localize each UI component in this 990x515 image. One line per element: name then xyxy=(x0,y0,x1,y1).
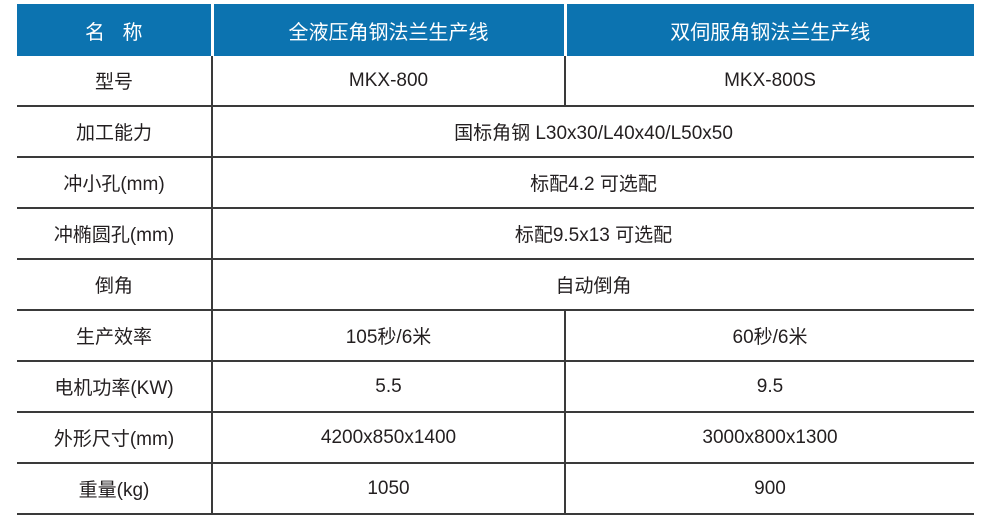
row-label: 生产效率 xyxy=(17,309,213,362)
row-label: 电机功率(KW) xyxy=(17,360,213,413)
row-value-product-a: 1050 xyxy=(212,462,566,515)
specification-table: 名 称 全液压角钢法兰生产线 双伺服角钢法兰生产线 型号 MKX-800 MKX-8… xyxy=(17,4,974,515)
row-value-merged: 标配9.5x13 可选配 xyxy=(212,207,974,260)
header-cell-name: 名 称 xyxy=(17,4,212,56)
row-value-product-a: 4200x850x1400 xyxy=(212,411,566,464)
row-label: 型号 xyxy=(17,56,213,107)
row-value-merged: 自动倒角 xyxy=(212,258,974,311)
row-label: 重量(kg) xyxy=(17,462,213,515)
row-value-product-b: 9.5 xyxy=(565,360,974,413)
row-value-product-b: 900 xyxy=(565,462,974,515)
table-row: 重量(kg) 1050 900 xyxy=(17,462,974,515)
row-value-product-a: 105秒/6米 xyxy=(212,309,566,362)
row-value-product-b: 3000x800x1300 xyxy=(565,411,974,464)
table-header: 名 称 全液压角钢法兰生产线 双伺服角钢法兰生产线 xyxy=(17,4,974,56)
header-row: 名 称 全液压角钢法兰生产线 双伺服角钢法兰生产线 xyxy=(17,4,974,56)
row-value-merged: 标配4.2 可选配 xyxy=(212,156,974,209)
row-value-merged: 国标角钢 L30x30/L40x40/L50x50 xyxy=(212,105,974,158)
table-row: 生产效率 105秒/6米 60秒/6米 xyxy=(17,309,974,362)
row-label: 冲小孔(mm) xyxy=(17,156,213,209)
row-value-product-a: 5.5 xyxy=(212,360,566,413)
table-row: 倒角 自动倒角 xyxy=(17,258,974,311)
table-row: 电机功率(KW) 5.5 9.5 xyxy=(17,360,974,413)
row-label: 冲椭圆孔(mm) xyxy=(17,207,213,260)
row-label: 加工能力 xyxy=(17,105,213,158)
header-cell-product-b: 双伺服角钢法兰生产线 xyxy=(563,4,974,56)
header-cell-product-a: 全液压角钢法兰生产线 xyxy=(210,4,565,56)
table-row: 加工能力 国标角钢 L30x30/L40x40/L50x50 xyxy=(17,105,974,158)
table-row: 冲椭圆孔(mm) 标配9.5x13 可选配 xyxy=(17,207,974,260)
table-row: 外形尺寸(mm) 4200x850x1400 3000x800x1300 xyxy=(17,411,974,464)
row-value-product-b: 60秒/6米 xyxy=(565,309,974,362)
row-label: 倒角 xyxy=(17,258,213,311)
table-row: 型号 MKX-800 MKX-800S xyxy=(17,56,974,107)
row-value-product-a: MKX-800 xyxy=(212,56,566,107)
table-body: 型号 MKX-800 MKX-800S 加工能力 国标角钢 L30x30/L40x40/… xyxy=(17,56,974,515)
row-value-product-b: MKX-800S xyxy=(565,56,974,107)
table-row: 冲小孔(mm) 标配4.2 可选配 xyxy=(17,156,974,209)
row-label: 外形尺寸(mm) xyxy=(17,411,213,464)
